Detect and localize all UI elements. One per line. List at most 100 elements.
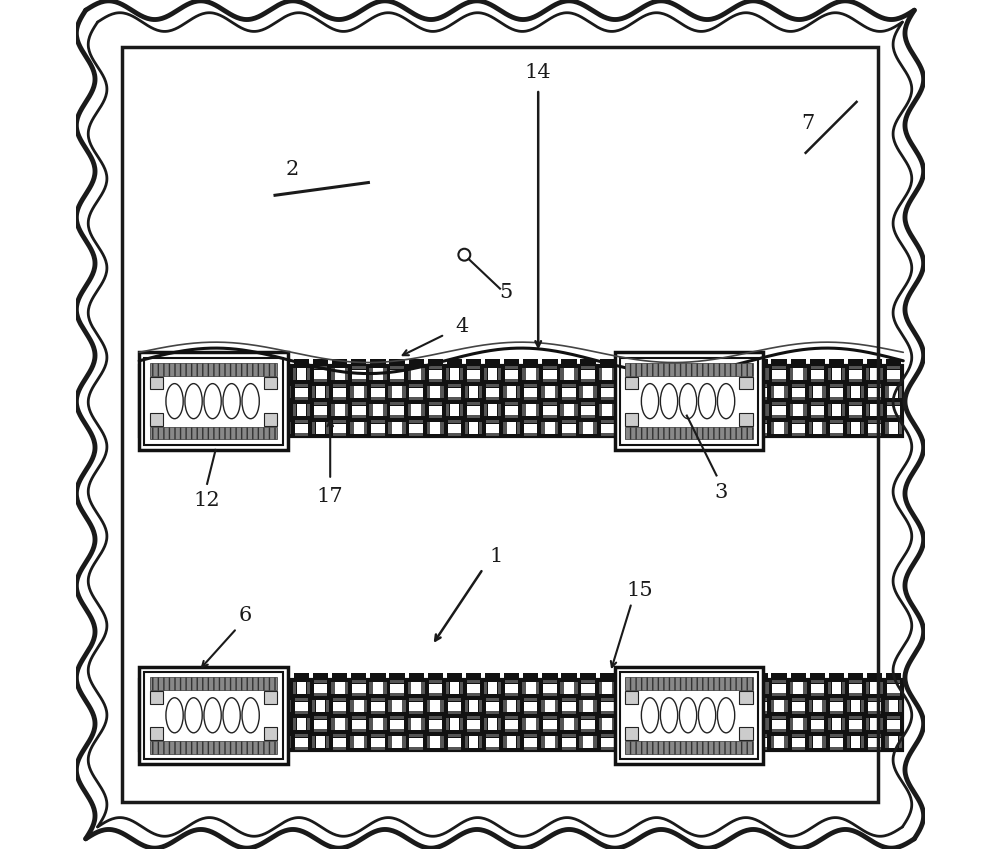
- Bar: [402, 700, 406, 712]
- Bar: [771, 386, 774, 398]
- Bar: [675, 682, 678, 694]
- Bar: [639, 738, 652, 747]
- Bar: [139, 365, 903, 437]
- Bar: [868, 698, 881, 701]
- Bar: [543, 720, 557, 728]
- Bar: [849, 729, 862, 733]
- Bar: [314, 683, 327, 693]
- Bar: [486, 384, 499, 387]
- Bar: [448, 711, 461, 714]
- Bar: [736, 386, 746, 398]
- Bar: [180, 734, 194, 738]
- Bar: [163, 386, 173, 398]
- Bar: [371, 738, 385, 747]
- Bar: [465, 386, 468, 398]
- Bar: [429, 720, 442, 728]
- Bar: [408, 718, 411, 730]
- Bar: [217, 404, 220, 416]
- Bar: [142, 747, 155, 751]
- Bar: [275, 673, 290, 679]
- Bar: [409, 673, 424, 679]
- Bar: [331, 718, 335, 730]
- Bar: [639, 747, 652, 751]
- Bar: [734, 683, 748, 693]
- Bar: [139, 365, 903, 437]
- Bar: [715, 747, 728, 751]
- Bar: [257, 738, 270, 747]
- Bar: [264, 413, 277, 425]
- Bar: [581, 402, 595, 405]
- Bar: [620, 693, 633, 696]
- Bar: [409, 397, 423, 400]
- Bar: [239, 700, 249, 712]
- Bar: [523, 359, 538, 365]
- Bar: [679, 682, 688, 694]
- Bar: [811, 717, 824, 719]
- Bar: [390, 402, 404, 405]
- Bar: [887, 415, 900, 419]
- Bar: [182, 404, 192, 416]
- Bar: [803, 368, 807, 380]
- Bar: [484, 404, 487, 416]
- Bar: [430, 736, 440, 749]
- Bar: [755, 682, 765, 694]
- Bar: [276, 402, 289, 405]
- Bar: [316, 386, 325, 398]
- Bar: [486, 433, 499, 436]
- Bar: [579, 700, 583, 712]
- Bar: [658, 406, 671, 414]
- Bar: [524, 397, 537, 400]
- Bar: [350, 386, 354, 398]
- Bar: [677, 384, 690, 387]
- Bar: [868, 433, 881, 436]
- Bar: [469, 422, 478, 435]
- Bar: [274, 700, 277, 712]
- Bar: [333, 433, 346, 436]
- Bar: [178, 718, 182, 730]
- Bar: [658, 693, 671, 696]
- Bar: [264, 727, 277, 739]
- Bar: [276, 683, 289, 693]
- Bar: [409, 738, 423, 747]
- Bar: [295, 388, 308, 396]
- Bar: [392, 736, 402, 749]
- Bar: [352, 693, 366, 696]
- Bar: [201, 386, 211, 398]
- Bar: [389, 673, 405, 679]
- Bar: [625, 427, 753, 440]
- Bar: [182, 368, 192, 380]
- Bar: [297, 682, 306, 694]
- Bar: [173, 700, 176, 712]
- Bar: [371, 388, 385, 396]
- Bar: [448, 702, 461, 711]
- Bar: [639, 420, 652, 424]
- Bar: [199, 379, 213, 382]
- Bar: [180, 420, 194, 424]
- Bar: [505, 379, 518, 382]
- Bar: [543, 379, 557, 382]
- Bar: [178, 368, 182, 380]
- Bar: [180, 738, 194, 747]
- Bar: [562, 388, 576, 396]
- Bar: [144, 718, 154, 730]
- Bar: [620, 729, 633, 733]
- Bar: [651, 718, 654, 730]
- Bar: [352, 683, 366, 693]
- Bar: [450, 682, 459, 694]
- Bar: [392, 700, 402, 712]
- Bar: [388, 386, 392, 398]
- Bar: [371, 702, 385, 711]
- Bar: [581, 683, 595, 693]
- Bar: [555, 736, 558, 749]
- Bar: [579, 736, 583, 749]
- Ellipse shape: [185, 384, 202, 419]
- Bar: [507, 700, 516, 712]
- Bar: [257, 698, 270, 701]
- Bar: [885, 386, 889, 398]
- Bar: [507, 422, 516, 435]
- Bar: [448, 433, 461, 436]
- Ellipse shape: [242, 384, 259, 419]
- Bar: [469, 386, 478, 398]
- Bar: [842, 368, 845, 380]
- Bar: [599, 718, 602, 730]
